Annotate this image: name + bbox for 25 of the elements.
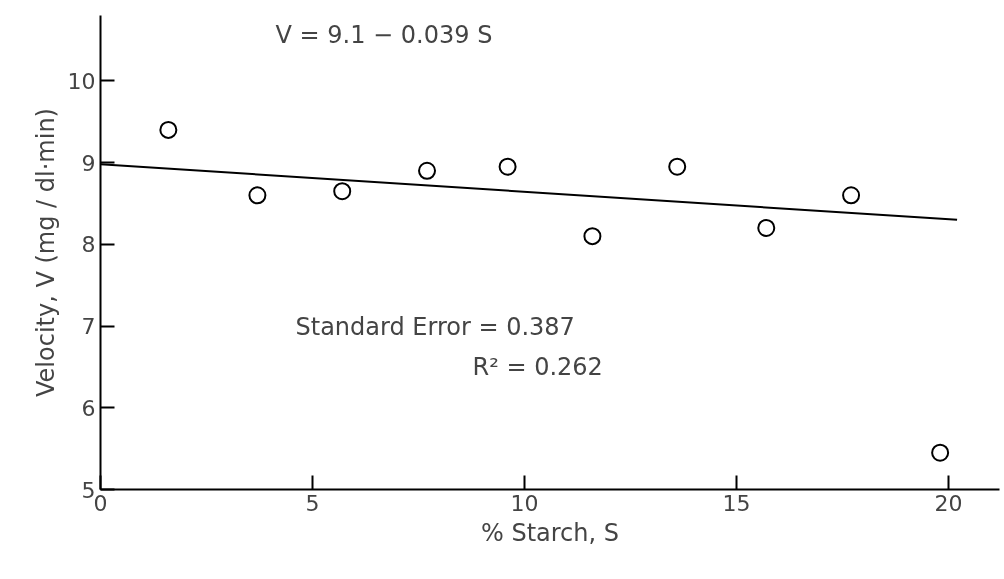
y-tick-label: 9 bbox=[81, 150, 96, 176]
point bbox=[159, 120, 178, 139]
point bbox=[418, 161, 437, 180]
annotation: R² = 0.262 bbox=[472, 352, 603, 381]
point bbox=[498, 157, 517, 176]
y-tick-label: 10 bbox=[67, 68, 96, 94]
point bbox=[248, 186, 267, 205]
y-tick-label: 6 bbox=[81, 395, 96, 421]
point bbox=[668, 157, 687, 176]
point bbox=[931, 443, 950, 462]
x-tick-label: 10 bbox=[510, 490, 539, 516]
x-axis-title: % Starch, S bbox=[480, 518, 620, 547]
point bbox=[842, 186, 861, 205]
y-tick-label: 8 bbox=[81, 232, 96, 258]
point bbox=[757, 219, 776, 237]
x-tick-label: 0 bbox=[93, 490, 108, 516]
x-tick-label: 20 bbox=[934, 490, 963, 516]
annotation: Standard Error = 0.387 bbox=[295, 312, 575, 341]
x-tick-label: 5 bbox=[305, 490, 320, 516]
y-axis-title: Velocity, V (mg / dl·min) bbox=[31, 108, 60, 397]
y-tick-label: 7 bbox=[81, 314, 96, 340]
x-tick-label: 15 bbox=[722, 490, 751, 516]
annotation: V = 9.1 − 0.039 S bbox=[275, 20, 493, 49]
point bbox=[583, 227, 602, 246]
point bbox=[333, 182, 352, 201]
